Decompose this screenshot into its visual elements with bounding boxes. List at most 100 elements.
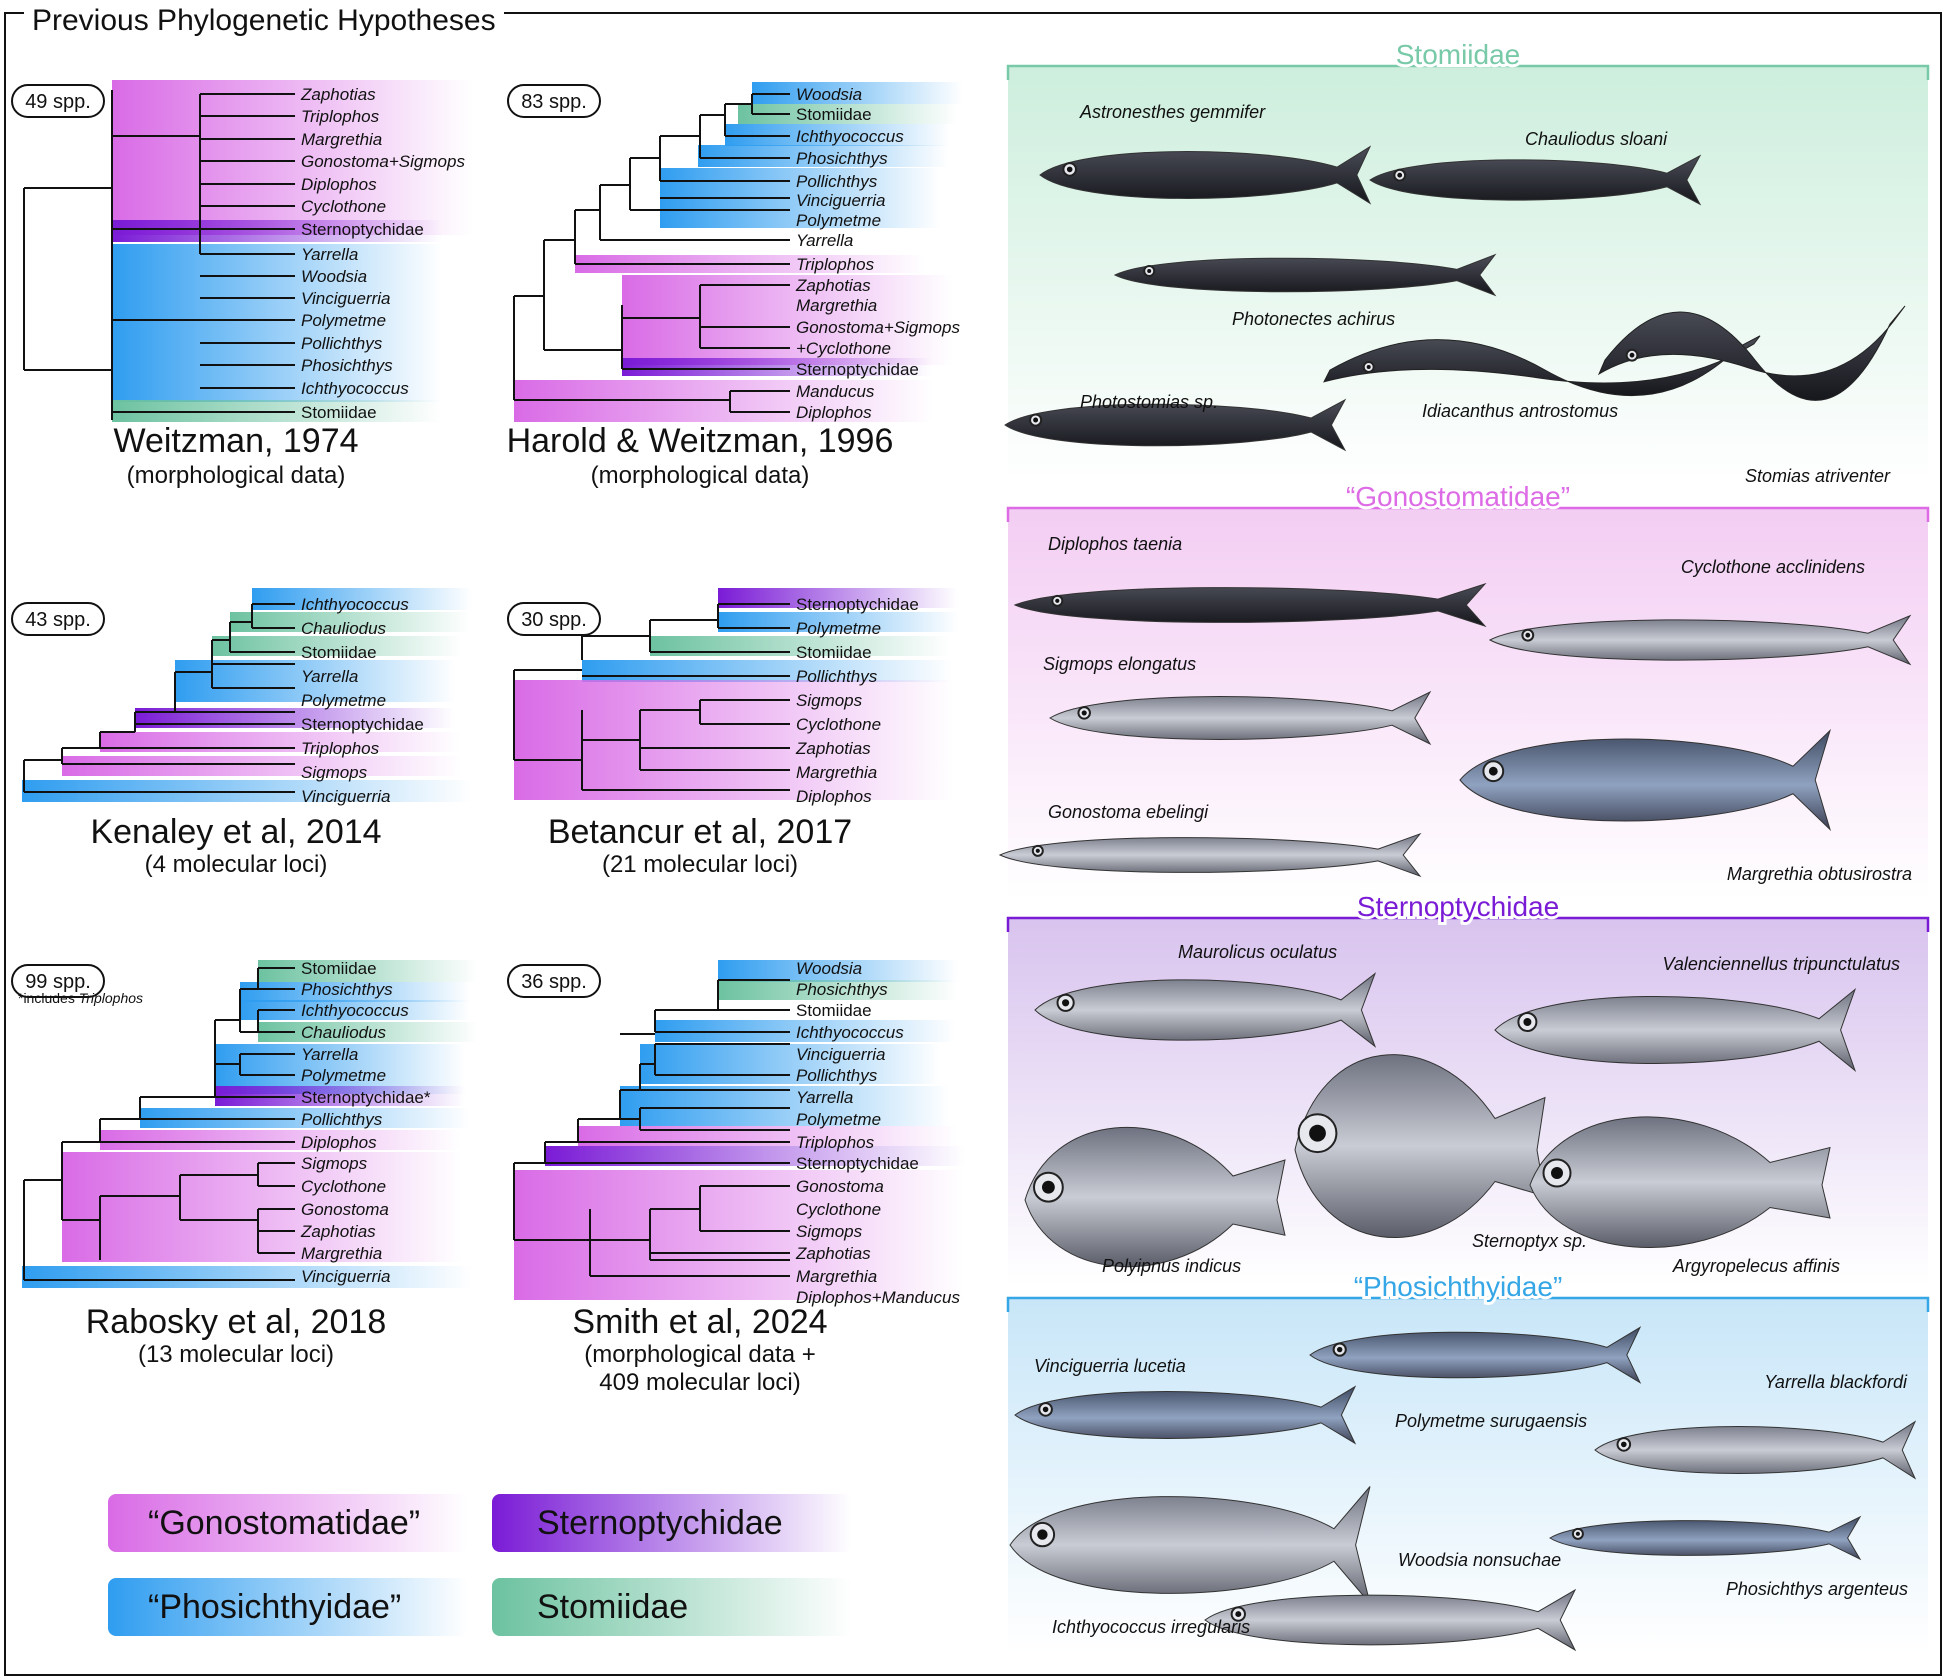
taxon-label: Sternoptychidae (796, 1154, 919, 1173)
clade-band-gono (514, 680, 954, 800)
taxon-label: Woodsia (796, 85, 862, 104)
fish-body (1014, 1385, 1357, 1445)
fish-pupil (1366, 364, 1371, 369)
fish-illustration: Argyropelecus affinis (1529, 1116, 1840, 1276)
taxon-label: Zaphotias (795, 276, 871, 295)
fish-species-label: Polymetme surugaensis (1395, 1411, 1587, 1431)
taxon-label: Margrethia (301, 1244, 382, 1263)
taxon-label: Pollichthys (301, 334, 383, 353)
fish-body (1488, 614, 1912, 666)
fish-body (1013, 582, 1487, 628)
fish-illustration: Yarrella blackfordi (1594, 1372, 1917, 1480)
panel-label: “Gonostomatidae” (1346, 481, 1570, 512)
fish-illustration: Maurolicus oculatus (1034, 942, 1377, 1048)
fish-illustration: Polyipnus indicus (1024, 1126, 1286, 1276)
clade-band-ster (545, 1146, 965, 1166)
fish-illustration: Diplophos taenia (1013, 534, 1487, 628)
badge-outline (507, 964, 601, 998)
badge-outline (11, 84, 105, 118)
fish-illustration: Photonectes achirus (1113, 253, 1497, 329)
fish-pupil (1235, 1611, 1242, 1618)
fish-body (1529, 1116, 1831, 1248)
tree-caption-subtitle: (13 molecular loci) (138, 1341, 334, 1368)
clade-band-phos (22, 1266, 472, 1288)
fish-species-label: Margrethia obtusirostra (1727, 864, 1912, 884)
tree-weitzman-1974: Zaphotias Triplophos Margrethia Gonostoma+S… (11, 80, 472, 489)
panel-gonostomatidae: “Gonostomatidae” Diplophos taenia Cyclotho… (998, 478, 1930, 898)
fish-illustration: Photostomias sp. (1004, 392, 1347, 452)
tree-smith-2024: Woodsia Phosichthys Stomiidae Ichthyococcus… (507, 959, 965, 1396)
clade-band-stom (258, 960, 478, 982)
fish-species-label: Photonectes achirus (1232, 309, 1395, 329)
fish-species-label: Valenciennellus tripunctulatus (1663, 954, 1900, 974)
clade-legend: “Gonostomatidae” Sternoptychidae “Phosicht… (108, 1494, 852, 1636)
fish-species-label: Sigmops elongatus (1043, 654, 1196, 674)
taxon-label: Woodsia (796, 959, 862, 978)
clade-band-phos (640, 1044, 940, 1084)
taxon-label: Ichthyococcus (301, 379, 409, 398)
species-count: 99 spp. (25, 971, 91, 993)
taxon-label: Vinciguerria (301, 1267, 390, 1286)
fish-pupil (1081, 710, 1087, 716)
taxon-label: Vinciguerria (301, 289, 390, 308)
taxon-label: Stomiidae (796, 1001, 872, 1020)
panel-stomiidae: Stomiidae Astronesthes gemmifer Chauliodus… (1004, 36, 1930, 486)
taxon-label: Polymetme (301, 311, 386, 330)
species-count: 49 spp. (25, 91, 91, 113)
badge-outline (507, 602, 601, 636)
taxon-label: Polymetme (301, 691, 386, 710)
clade-band-stom (258, 1022, 478, 1042)
taxon-label: Ichthyococcus (796, 127, 904, 146)
taxon-label: Gonostoma (796, 1177, 884, 1196)
species-count-badge: 43 spp. (11, 602, 105, 636)
species-count: 36 spp. (521, 971, 587, 993)
fish-illustration: Sternoptyx sp. (1294, 1054, 1587, 1251)
fish-body (1204, 1588, 1577, 1652)
taxon-label: Sternoptychidae* (301, 1088, 431, 1107)
clade-band-gono (112, 80, 472, 235)
fish-illustration: Gonostoma ebelingi (998, 802, 1422, 878)
panel-bracket (1006, 64, 1930, 80)
taxon-label: Gonostoma+Sigmops (301, 152, 465, 171)
legend-label: “Gonostomatidae” (148, 1504, 420, 1542)
fish-species-label: Stomias atriventer (1745, 466, 1891, 486)
taxon-label: Manducus (796, 382, 875, 401)
taxon-label: Zaphotias (795, 1244, 871, 1263)
taxon-label: Cyclothone (301, 197, 386, 216)
taxon-label: Yarrella (796, 231, 853, 250)
fish-pupil (1575, 1531, 1580, 1536)
taxon-label: Phosichthys (796, 149, 888, 168)
fish-pupil (1147, 269, 1152, 273)
fish-pupil (1042, 1406, 1049, 1413)
taxon-label: Sigmops (796, 691, 863, 710)
fish-pupil (1551, 1167, 1563, 1179)
taxon-label: Phosichthys (301, 980, 393, 999)
fish-body (1309, 1326, 1642, 1384)
species-count-badge: 49 spp. (11, 84, 105, 118)
fish-illustration: Sigmops elongatus (1043, 654, 1432, 746)
taxon-label: Vinciguerria (796, 1045, 885, 1064)
species-count-badge: 99 spp. (11, 964, 105, 998)
taxon-label: Yarrella (796, 1088, 853, 1107)
species-count-badge: 83 spp. (507, 84, 601, 118)
legend-item-stom: Stomiidae (492, 1578, 852, 1636)
clade-band-phos (582, 660, 952, 682)
fish-illustration-panels: Stomiidae Astronesthes gemmifer Chauliodus… (998, 36, 1930, 1654)
fish-body (1369, 154, 1702, 206)
fish-species-label: Photostomias sp. (1080, 392, 1218, 412)
fish-pupil (1042, 1180, 1055, 1194)
taxon-label: Triplophos (796, 1133, 875, 1152)
tree-caption-title: Rabosky et al, 2018 (86, 1303, 387, 1341)
fish-species-label: Argyropelecus affinis (1672, 1256, 1840, 1276)
taxon-label: Cyclothone (301, 1177, 386, 1196)
legend-swatch (108, 1494, 468, 1552)
figure-title: Previous Phylogenetic Hypotheses (24, 6, 504, 36)
clade-band-ster (622, 358, 932, 376)
taxon-label: Pollichthys (301, 1110, 383, 1129)
taxon-label: Margrethia (301, 130, 382, 149)
fish-body (1009, 1486, 1371, 1604)
fish-body (1024, 1126, 1286, 1268)
taxon-label: Margrethia (796, 1267, 877, 1286)
badge-outline (11, 964, 105, 998)
fish-body (1034, 972, 1377, 1048)
